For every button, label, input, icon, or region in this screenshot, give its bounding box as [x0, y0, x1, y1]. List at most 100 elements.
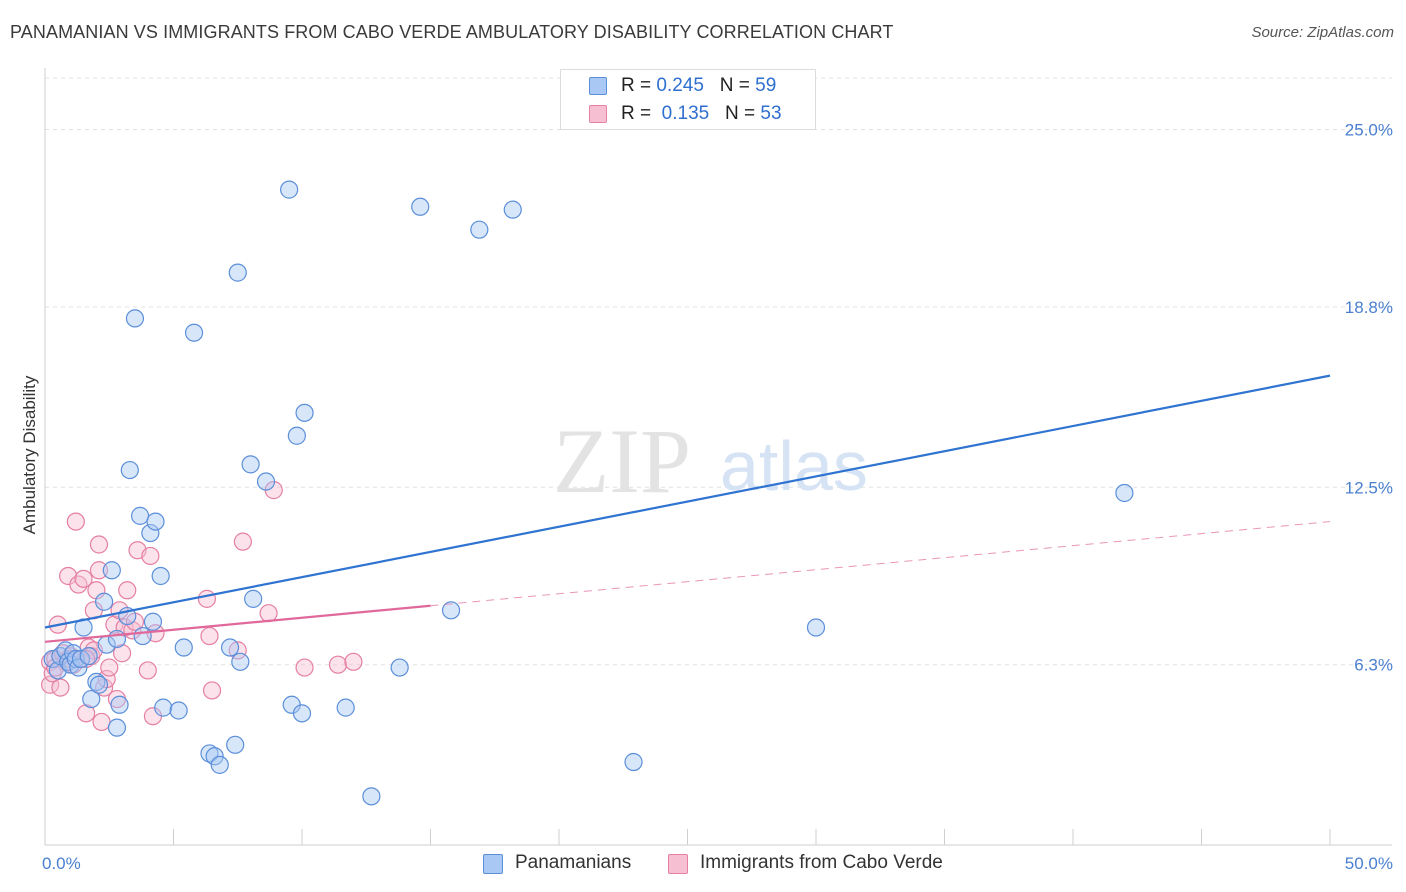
point-panamanians — [130, 506, 150, 525]
legend-r-value: 0.135 — [656, 103, 710, 124]
y-tick-label: 25.0% — [1345, 121, 1393, 140]
axes — [44, 68, 1392, 846]
point-panamanians — [151, 566, 170, 586]
point-cabo-verde — [100, 658, 119, 677]
point-panamanians — [102, 561, 121, 580]
point-cabo-verde — [74, 569, 93, 588]
point-panamanians — [141, 523, 160, 543]
point-cabo-verde — [200, 626, 219, 646]
point-panamanians — [241, 455, 260, 474]
point-cabo-verde — [89, 535, 109, 554]
y-tick-label: 18.8% — [1345, 298, 1393, 317]
point-panamanians — [154, 698, 173, 717]
point-panamanians — [292, 704, 312, 723]
point-cabo-verde — [69, 575, 88, 594]
point-cabo-verde — [89, 561, 109, 580]
point-panamanians — [231, 652, 250, 671]
point-panamanians — [411, 197, 430, 216]
point-panamanians — [228, 263, 247, 282]
point-panamanians — [470, 220, 489, 239]
point-cabo-verde — [51, 678, 70, 697]
point-panamanians — [79, 647, 98, 666]
legend-n-label: N = — [725, 103, 761, 124]
legend-swatch-pink — [589, 105, 607, 123]
point-panamanians — [226, 735, 245, 754]
point-cabo-verde — [138, 661, 157, 680]
point-cabo-verde — [112, 644, 132, 663]
point-panamanians — [503, 200, 522, 219]
watermark: ZIP atlas — [553, 410, 868, 512]
point-panamanians — [441, 601, 461, 620]
point-panamanians — [220, 638, 240, 657]
x-tick-label-max: 50.0% — [1345, 854, 1393, 873]
point-cabo-verde — [92, 712, 111, 732]
chart-title: PANAMANIAN VS IMMIGRANTS FROM CABO VERDE… — [10, 22, 894, 42]
point-panamanians — [624, 752, 643, 772]
point-cabo-verde — [118, 581, 137, 600]
point-panamanians — [336, 698, 355, 717]
point-panamanians — [390, 658, 409, 677]
point-cabo-verde — [328, 655, 348, 674]
point-panamanians — [184, 323, 204, 342]
point-panamanians — [120, 460, 139, 480]
point-cabo-verde — [202, 681, 222, 700]
legend-swatch-pink — [668, 854, 688, 874]
legend-label-panamanians: Panamanians — [515, 852, 632, 873]
point-panamanians — [1115, 483, 1134, 503]
legend-label-cabo-verde: Immigrants from Cabo Verde — [700, 852, 943, 873]
legend-r-label: R = — [621, 75, 657, 96]
point-cabo-verde — [233, 532, 252, 551]
point-panamanians — [110, 695, 129, 714]
point-cabo-verde — [197, 589, 217, 608]
point-panamanians — [87, 672, 106, 691]
legend-n-label: N = — [719, 75, 756, 96]
point-panamanians — [174, 638, 193, 657]
legend-r-label: R = — [621, 103, 657, 124]
gridlines — [45, 77, 1392, 666]
series-panamanians-points — [43, 180, 1134, 806]
legend-r-value: 0.245 — [656, 75, 704, 96]
watermark-atlas: atlas — [720, 427, 868, 505]
point-panamanians — [143, 612, 163, 631]
point-panamanians — [256, 472, 276, 491]
legend-swatch-blue — [589, 77, 607, 95]
point-panamanians — [133, 626, 152, 646]
point-panamanians — [107, 718, 127, 737]
point-panamanians — [107, 629, 127, 649]
trend-line-cabo-verde-extension — [430, 521, 1331, 607]
point-panamanians — [210, 755, 229, 774]
point-panamanians — [244, 589, 263, 608]
point-cabo-verde — [141, 546, 160, 566]
point-panamanians — [82, 689, 101, 709]
point-panamanians — [89, 675, 109, 694]
point-cabo-verde — [77, 704, 96, 723]
point-panamanians — [287, 426, 306, 445]
point-panamanians — [205, 747, 224, 766]
watermark-zip: ZIP — [553, 410, 691, 512]
trend-line-panamanians — [44, 374, 1331, 629]
legend-swatch-blue — [483, 854, 503, 874]
series-legend: Panamanians Immigrants from Cabo Verde — [0, 852, 1406, 878]
tick-labels: 6.3% 12.5% 18.8% 25.0% 0.0% 50.0% — [42, 121, 1393, 873]
y-axis-label: Ambulatory Disability — [20, 375, 39, 534]
point-cabo-verde — [259, 604, 278, 623]
point-cabo-verde — [41, 675, 60, 694]
point-cabo-verde — [105, 615, 124, 634]
trend-lines — [44, 374, 1331, 643]
point-panamanians — [806, 618, 826, 637]
point-cabo-verde — [66, 512, 85, 531]
trend-line-cabo-verde — [44, 604, 431, 643]
y-tick-label: 6.3% — [1354, 656, 1393, 675]
point-panamanians — [295, 403, 314, 422]
point-panamanians — [280, 180, 299, 199]
source-label: Source: ZipAtlas.com — [1251, 24, 1394, 41]
point-cabo-verde — [295, 658, 314, 677]
legend-n-value: 59 — [755, 75, 777, 96]
y-tick-label: 12.5% — [1345, 478, 1393, 497]
point-panamanians — [95, 592, 114, 611]
x-tick-label-min: 0.0% — [42, 854, 81, 873]
legend-n-value: 53 — [760, 103, 782, 124]
point-panamanians — [125, 309, 145, 328]
point-panamanians — [362, 787, 381, 806]
